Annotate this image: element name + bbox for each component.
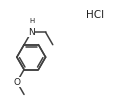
Text: HCl: HCl (86, 10, 104, 20)
Text: N: N (28, 28, 35, 37)
Text: H: H (30, 19, 35, 24)
Text: O: O (13, 77, 20, 87)
